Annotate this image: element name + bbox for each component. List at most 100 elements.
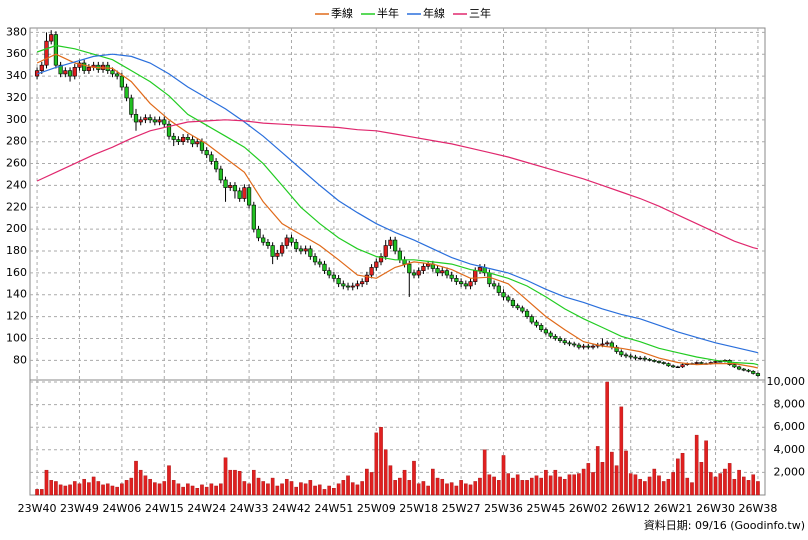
volume-bar	[473, 481, 478, 496]
volume-bar	[35, 489, 39, 496]
candle-body	[732, 364, 737, 368]
volume-bar	[228, 469, 233, 496]
price-panel	[29, 27, 766, 381]
volume-bar	[266, 483, 270, 496]
volume-bar	[468, 484, 473, 496]
candle-body	[581, 345, 586, 348]
candle-body	[242, 187, 247, 199]
candle-body	[251, 204, 256, 230]
y-tick-label: 380	[6, 25, 27, 38]
volume-bar	[115, 486, 119, 496]
y-tick-label: 140	[6, 288, 27, 301]
candle-body	[736, 366, 742, 370]
volume-panel	[29, 379, 766, 496]
candle-body	[623, 354, 629, 357]
volume-bar	[478, 477, 482, 496]
candle-body	[360, 281, 365, 285]
candle-body	[289, 237, 294, 243]
volume-bar	[492, 476, 496, 496]
x-tick-label: 24W33	[230, 502, 269, 515]
volume-bar	[289, 481, 294, 496]
footnote: 資料日期: 09/16 (Goodinfo.tw)	[644, 518, 805, 532]
volume-bar	[652, 468, 657, 496]
volume-bar	[63, 485, 68, 496]
x-tick-label: 23W49	[60, 502, 99, 515]
x-tick-label: 24W51	[314, 502, 353, 515]
candle-body	[209, 154, 214, 162]
candle-body	[44, 40, 49, 66]
y-tick-label: 320	[6, 91, 27, 104]
candle-body	[491, 283, 497, 287]
volume-bar	[581, 468, 586, 496]
candle-body	[171, 135, 176, 140]
volume-bar	[671, 472, 675, 496]
volume-bar	[233, 469, 237, 496]
volume-bar	[82, 478, 86, 496]
candle-body	[656, 361, 662, 363]
candle-body	[675, 366, 680, 368]
volume-bar	[713, 476, 718, 496]
volume-bar	[270, 477, 275, 496]
candle-body	[515, 305, 520, 309]
candle-body	[468, 281, 473, 287]
candle-body	[383, 245, 388, 257]
volume-bar	[638, 478, 642, 496]
candle-body	[115, 73, 120, 77]
volume-bar	[459, 480, 463, 496]
candle-body	[270, 245, 275, 257]
volume-bar	[558, 476, 562, 496]
candle-body	[699, 362, 704, 364]
volume-bar	[200, 484, 204, 496]
candle-body	[388, 239, 393, 246]
candle-body	[440, 270, 445, 274]
candle-body	[416, 270, 421, 276]
volume-bar	[68, 484, 72, 496]
candle-body	[162, 119, 167, 125]
candle-body	[628, 355, 633, 358]
candle-body	[496, 285, 501, 293]
volume-bar	[374, 432, 379, 496]
candle-body	[67, 70, 73, 77]
y-tick-label: 220	[6, 200, 27, 213]
volume-bar	[511, 477, 515, 496]
candle-body	[331, 274, 336, 279]
volume-bar	[553, 469, 558, 496]
candle-body	[539, 325, 544, 331]
volume-tick-label: 6,000	[774, 420, 806, 433]
volume-bar	[341, 480, 346, 496]
candle-body	[590, 345, 596, 348]
candle-body	[279, 245, 285, 254]
volume-bar	[525, 480, 529, 496]
volume-bar	[96, 481, 101, 496]
candle-body	[694, 362, 699, 364]
candle-body	[214, 161, 219, 170]
candle-body	[524, 310, 530, 317]
volume-bar	[299, 482, 303, 496]
volume-bar	[275, 485, 280, 496]
volume-bar	[44, 469, 49, 496]
volume-bar	[365, 468, 369, 496]
volume-bar	[600, 462, 605, 496]
volume-bar	[633, 474, 638, 496]
candle-body	[284, 237, 289, 246]
candle-body	[393, 239, 398, 252]
x-tick-label: 25W27	[442, 502, 481, 515]
candle-body	[63, 70, 68, 75]
volume-bar	[223, 457, 228, 496]
volume-bar	[445, 483, 449, 496]
candle-body	[133, 114, 139, 123]
candle-body	[501, 292, 506, 298]
volume-bar	[412, 460, 416, 496]
y-tick-label: 280	[6, 135, 27, 148]
volume-bar	[124, 480, 129, 496]
volume-bar	[435, 477, 440, 496]
candle-body	[435, 268, 440, 274]
volume-bar	[572, 474, 576, 496]
volume-bar	[195, 488, 200, 496]
candle-body	[407, 263, 412, 274]
candle-body	[246, 187, 252, 206]
volume-bar	[416, 483, 421, 496]
volume-bar	[440, 478, 445, 496]
volume-bar	[237, 471, 242, 496]
volume-bar	[539, 477, 544, 496]
